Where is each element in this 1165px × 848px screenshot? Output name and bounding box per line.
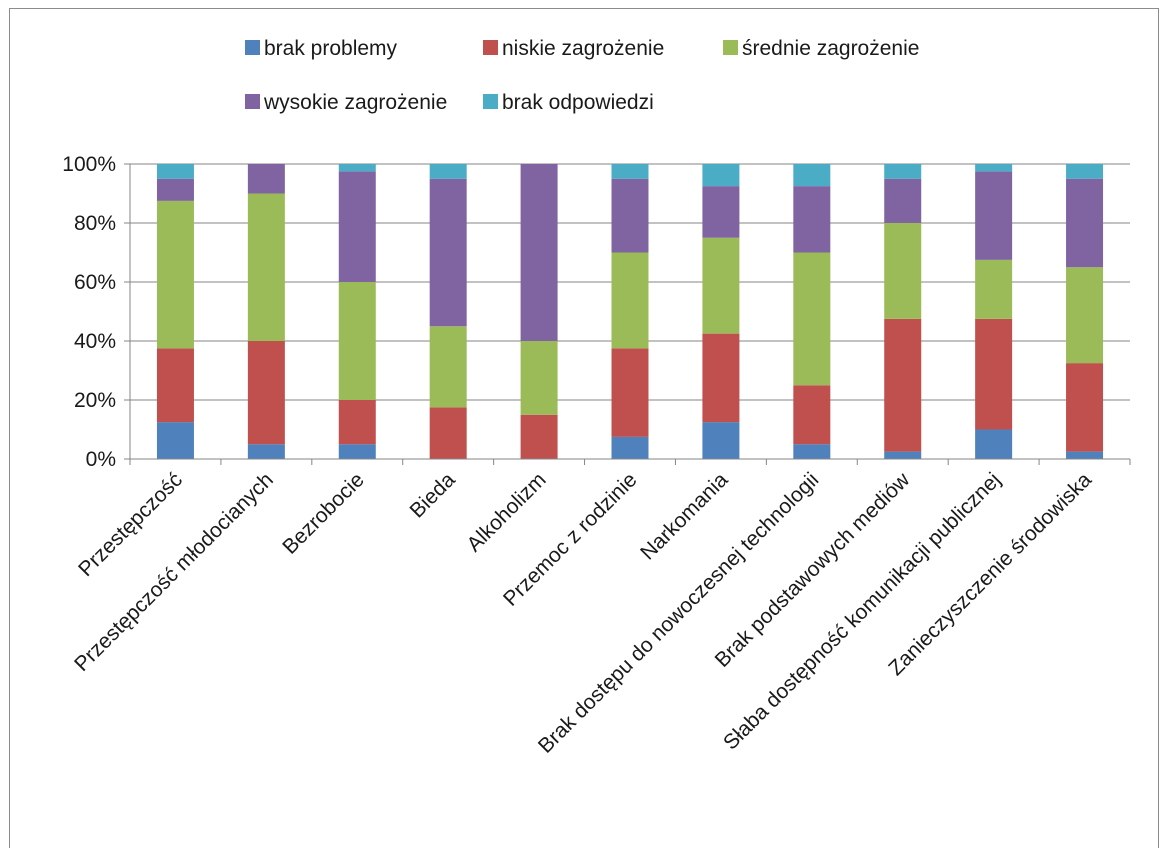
legend-label: brak problemy bbox=[264, 37, 398, 60]
bar-segment-srednie-zagrozenie bbox=[793, 252, 831, 386]
x-tick-label: Przestępczość młodocianych bbox=[70, 468, 278, 676]
bar-segment-niskie-zagrozenie bbox=[793, 385, 831, 445]
bars bbox=[156, 164, 1104, 459]
bar-segment-brak-problemy bbox=[611, 436, 649, 459]
axes bbox=[124, 163, 1131, 465]
bar-stack-slaba-dostepnosc-komunikacji-publicznej bbox=[975, 164, 1013, 459]
bar-stack-przestepczosc-mlodocianych bbox=[247, 164, 285, 459]
bar-segment-brak-problemy bbox=[247, 444, 285, 459]
bar-stack-brak-dostepu-do-nowoczesnej-technologii bbox=[793, 164, 831, 459]
legend-item-wysokie-zagrozenie: wysokie zagrożenie bbox=[245, 91, 447, 114]
bar-segment-srednie-zagrozenie bbox=[1066, 267, 1104, 364]
bar-segment-niskie-zagrozenie bbox=[247, 341, 285, 445]
legend-swatch bbox=[245, 94, 260, 109]
y-tick-label: 60% bbox=[74, 271, 116, 294]
bar-stack-bezrobocie bbox=[338, 164, 376, 459]
bar-segment-brak-problemy bbox=[338, 444, 376, 459]
bar-stack-przemoc-z-rodzinie bbox=[611, 164, 649, 459]
x-tick-label: Bezrobocie bbox=[278, 468, 369, 559]
bar-segment-srednie-zagrozenie bbox=[611, 252, 649, 349]
bar-segment-srednie-zagrozenie bbox=[338, 282, 376, 400]
bar-stack-narkomania bbox=[702, 164, 740, 459]
bar-segment-niskie-zagrozenie bbox=[156, 348, 194, 423]
x-tick-label: Brak podstawowych mediów bbox=[711, 468, 915, 672]
y-tick-labels: 0% 20% 40% 60% 80% 100% bbox=[62, 153, 116, 471]
x-tick-label: Bieda bbox=[405, 468, 459, 522]
bar-segment-niskie-zagrozenie bbox=[338, 400, 376, 445]
bar-segment-niskie-zagrozenie bbox=[1066, 363, 1104, 452]
bar-segment-brak-odpowiedzi bbox=[1066, 164, 1104, 179]
legend-item-brak-odpowiedzi: brak odpowiedzi bbox=[483, 91, 654, 114]
y-tick-label: 100% bbox=[62, 153, 116, 176]
bar-segment-niskie-zagrozenie bbox=[975, 318, 1013, 430]
bar-segment-brak-odpowiedzi bbox=[611, 164, 649, 179]
bar-segment-brak-problemy bbox=[975, 429, 1013, 459]
legend-swatch bbox=[723, 40, 738, 55]
bar-segment-wysokie-zagrozenie bbox=[975, 171, 1013, 260]
bar-segment-srednie-zagrozenie bbox=[247, 193, 285, 341]
bar-segment-niskie-zagrozenie bbox=[520, 414, 558, 459]
legend-swatch bbox=[483, 40, 498, 55]
legend-swatch bbox=[245, 40, 260, 55]
bar-stack-alkoholizm bbox=[520, 164, 558, 459]
legend-label: wysokie zagrożenie bbox=[263, 91, 447, 114]
bar-segment-srednie-zagrozenie bbox=[702, 237, 740, 334]
bar-segment-srednie-zagrozenie bbox=[975, 259, 1013, 319]
x-tick-label: Alkoholizm bbox=[463, 468, 551, 556]
bar-segment-brak-odpowiedzi bbox=[884, 164, 922, 179]
bar-segment-wysokie-zagrozenie bbox=[793, 186, 831, 253]
legend-item-srednie-zagrozenie: średnie zagrożenie bbox=[723, 37, 919, 60]
legend-label: brak odpowiedzi bbox=[502, 91, 654, 114]
y-tick-label: 20% bbox=[74, 389, 116, 412]
bar-segment-wysokie-zagrozenie bbox=[247, 164, 285, 194]
bar-segment-srednie-zagrozenie bbox=[429, 326, 467, 408]
y-tick-label: 80% bbox=[74, 212, 116, 235]
bar-segment-wysokie-zagrozenie bbox=[884, 178, 922, 223]
bar-segment-wysokie-zagrozenie bbox=[429, 178, 467, 327]
bar-segment-brak-odpowiedzi bbox=[702, 164, 740, 187]
bar-segment-brak-problemy bbox=[1066, 451, 1104, 459]
bar-segment-brak-odpowiedzi bbox=[429, 164, 467, 179]
y-tick-label: 0% bbox=[86, 448, 116, 471]
bar-segment-brak-odpowiedzi bbox=[975, 164, 1013, 172]
bar-segment-wysokie-zagrozenie bbox=[156, 178, 194, 201]
bar-segment-niskie-zagrozenie bbox=[884, 318, 922, 452]
legend-item-brak-problemy: brak problemy bbox=[245, 37, 398, 60]
bar-segment-wysokie-zagrozenie bbox=[1066, 178, 1104, 268]
x-tick-label: Narkomania bbox=[636, 468, 733, 565]
bar-stack-przestepczosc bbox=[156, 164, 194, 459]
chart-frame bbox=[9, 8, 1159, 848]
bar-segment-wysokie-zagrozenie bbox=[338, 171, 376, 282]
bar-segment-brak-odpowiedzi bbox=[156, 164, 194, 179]
bar-segment-brak-problemy bbox=[793, 444, 831, 459]
bar-segment-srednie-zagrozenie bbox=[156, 200, 194, 349]
legend: brak problemy niskie zagrożenie średnie za… bbox=[245, 37, 919, 114]
bar-segment-srednie-zagrozenie bbox=[884, 223, 922, 319]
bar-segment-wysokie-zagrozenie bbox=[520, 164, 558, 341]
bar-stack-bieda bbox=[429, 164, 467, 459]
bar-segment-wysokie-zagrozenie bbox=[611, 178, 649, 253]
x-tick-label: Zanieczyszczenie środowiska bbox=[884, 468, 1096, 680]
bar-segment-niskie-zagrozenie bbox=[611, 348, 649, 437]
bar-segment-wysokie-zagrozenie bbox=[702, 186, 740, 238]
bar-segment-brak-problemy bbox=[702, 422, 740, 459]
bar-segment-brak-problemy bbox=[156, 422, 194, 459]
bar-segment-niskie-zagrozenie bbox=[429, 407, 467, 459]
bar-segment-srednie-zagrozenie bbox=[520, 341, 558, 415]
bar-segment-brak-odpowiedzi bbox=[793, 164, 831, 187]
bar-segment-niskie-zagrozenie bbox=[702, 333, 740, 423]
bar-segment-brak-problemy bbox=[884, 451, 922, 459]
legend-swatch bbox=[483, 94, 498, 109]
bar-stack-zanieczyszczenie-srodowiska bbox=[1066, 164, 1104, 459]
bar-segment-brak-odpowiedzi bbox=[338, 164, 376, 172]
bar-stack-brak-podstawowych-mediow bbox=[884, 164, 922, 459]
y-tick-label: 40% bbox=[74, 330, 116, 353]
legend-label: średnie zagrożenie bbox=[742, 37, 919, 60]
legend-label: niskie zagrożenie bbox=[502, 37, 664, 60]
legend-item-niskie-zagrozenie: niskie zagrożenie bbox=[483, 37, 664, 60]
